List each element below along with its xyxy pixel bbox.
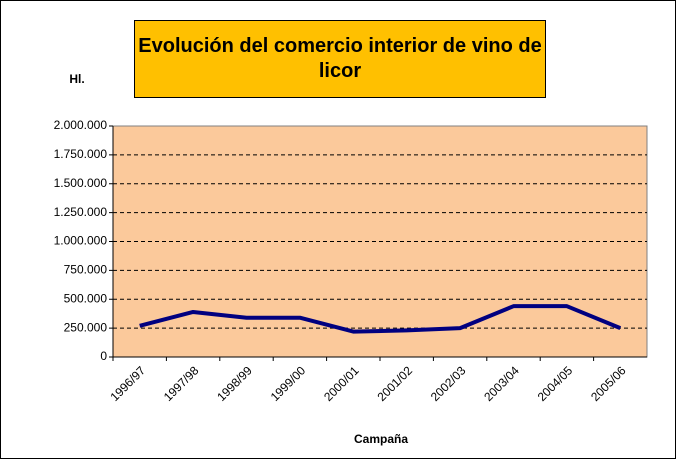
x-axis-label: Campaña (354, 432, 408, 446)
y-tick-label: 1.500.000 (54, 176, 108, 190)
data-line (139, 304, 622, 334)
y-tick-label: 0 (100, 349, 107, 363)
y-axis-label: Hl. (69, 72, 84, 86)
y-tick-label: 1.750.000 (54, 147, 108, 161)
y-tick-label: 750.000 (64, 263, 108, 277)
chart-title: Evolución del comercio interior de vino … (134, 20, 546, 98)
y-tick-label: 500.000 (64, 291, 108, 305)
y-tick-label: 2.000.000 (54, 118, 108, 132)
y-tick-label: 1.000.000 (54, 234, 108, 248)
y-tick-label: 250.000 (64, 320, 108, 334)
y-tick-label: 1.250.000 (54, 205, 108, 219)
